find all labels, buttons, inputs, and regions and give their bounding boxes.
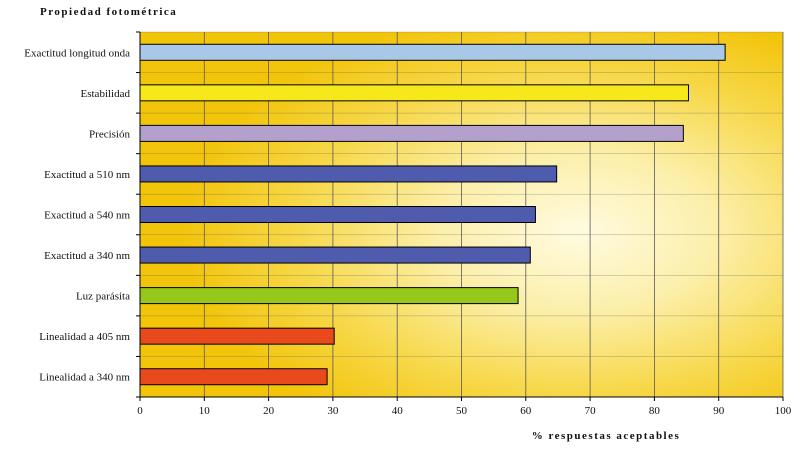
bar [139,165,558,183]
bar [139,206,536,223]
x-tick-label: 0 [137,405,143,417]
x-tick-label: 20 [263,405,275,417]
x-tick-label: 30 [327,405,339,417]
category-label: Linealidad a 340 nm [39,372,130,384]
category-label: Luz parásita [76,291,130,303]
bar [139,43,726,61]
x-tick-label: 10 [199,405,211,417]
chart-title: Propiedad fotométrica [40,6,177,18]
bar [139,124,684,142]
x-tick-label: 70 [585,405,597,417]
x-tick-label: 80 [649,405,661,417]
category-label: Precisión [89,128,130,140]
bar [139,327,335,345]
category-label: Exactitud a 510 nm [44,169,130,181]
bars [139,43,726,386]
category-label: Exactitud a 340 nm [44,250,130,262]
bar [139,368,328,386]
x-tick-label: 60 [520,405,532,417]
category-label: Linealidad a 405 nm [39,331,130,343]
bar [139,246,531,264]
x-tick-label: 100 [775,405,792,417]
x-tick-label: 40 [392,405,404,417]
category-label: Exactitud longitud onda [24,47,130,59]
bar [139,84,689,102]
category-labels: Exactitud longitud onda Estabilidad Precis… [24,47,130,383]
axes [136,31,784,401]
x-axis-title: % respuestas aceptables [532,430,681,442]
category-label: Exactitud a 540 nm [44,210,130,222]
category-label: Estabilidad [81,88,131,100]
bar [139,287,519,305]
x-tick-labels: 0 10 20 30 40 50 60 70 80 90 100 [137,405,792,417]
x-tick-label: 50 [456,405,468,417]
x-tick-label: 90 [713,405,725,417]
